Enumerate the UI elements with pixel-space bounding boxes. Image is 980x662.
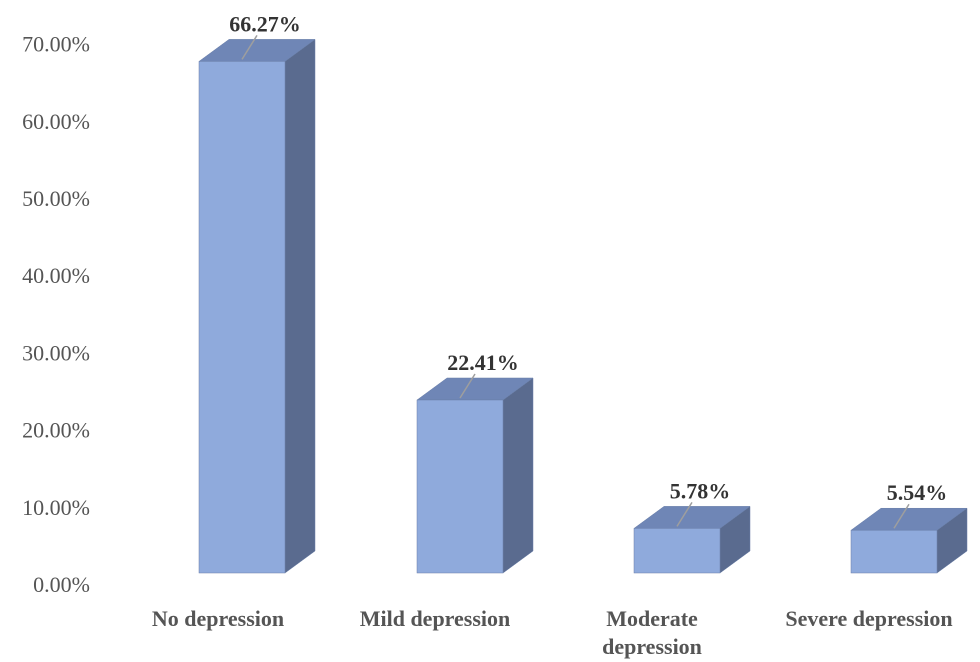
bar bbox=[633, 528, 721, 574]
bar bbox=[416, 399, 504, 574]
data-label: 22.41% bbox=[447, 350, 519, 375]
bars: 66.27% 22.41% 5.78% 5.54% bbox=[198, 11, 968, 574]
x-category-label: Moderate bbox=[606, 606, 698, 631]
data-label: 5.54% bbox=[887, 480, 948, 505]
x-axis: No depression Mild depression Moderate depr… bbox=[152, 606, 953, 659]
y-tick-label: 0.00% bbox=[33, 572, 90, 597]
data-label-leader bbox=[893, 503, 910, 529]
x-category-label: No depression bbox=[152, 606, 284, 631]
y-tick-label: 10.00% bbox=[22, 495, 90, 520]
data-label-leader bbox=[241, 34, 258, 60]
y-tick-label: 30.00% bbox=[22, 340, 90, 365]
x-category-label: Severe depression bbox=[785, 606, 952, 631]
y-tick-label: 50.00% bbox=[22, 186, 90, 211]
bar bbox=[198, 61, 286, 574]
bar-side bbox=[502, 377, 534, 574]
y-tick-label: 20.00% bbox=[22, 418, 90, 443]
data-label-leader bbox=[676, 501, 693, 527]
bar-side bbox=[284, 38, 316, 574]
bar-group: 5.54% bbox=[850, 480, 968, 574]
y-tick-label: 70.00% bbox=[22, 32, 90, 57]
data-label-leader bbox=[459, 373, 476, 399]
data-label: 5.78% bbox=[670, 478, 731, 503]
y-tick-label: 40.00% bbox=[22, 263, 90, 288]
bar-group: 5.78% bbox=[633, 478, 751, 574]
y-axis: 0.00% 10.00% 20.00% 30.00% 40.00% 50.00% 60.00… bbox=[22, 32, 90, 597]
data-label: 66.27% bbox=[229, 11, 301, 36]
bar-group: 22.41% bbox=[416, 350, 534, 574]
y-tick-label: 60.00% bbox=[22, 109, 90, 134]
bar bbox=[850, 529, 938, 574]
x-category-label: Mild depression bbox=[360, 606, 511, 631]
bar-group: 66.27% bbox=[198, 11, 316, 574]
x-category-label: depression bbox=[602, 634, 702, 659]
